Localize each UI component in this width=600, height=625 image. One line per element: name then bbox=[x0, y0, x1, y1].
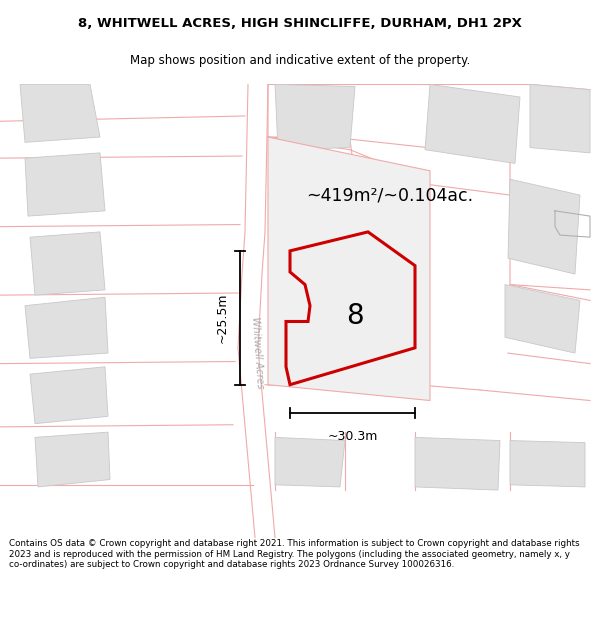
Polygon shape bbox=[530, 84, 590, 153]
Text: Whitwell Acres: Whitwell Acres bbox=[250, 317, 266, 389]
Polygon shape bbox=[30, 232, 105, 295]
Text: 8: 8 bbox=[346, 302, 364, 330]
Polygon shape bbox=[505, 284, 580, 353]
Text: Contains OS data © Crown copyright and database right 2021. This information is : Contains OS data © Crown copyright and d… bbox=[9, 539, 580, 569]
Text: ~25.5m: ~25.5m bbox=[215, 292, 229, 343]
Polygon shape bbox=[510, 441, 585, 487]
Polygon shape bbox=[25, 298, 108, 358]
Polygon shape bbox=[275, 84, 355, 150]
Polygon shape bbox=[20, 84, 100, 142]
Polygon shape bbox=[25, 153, 105, 216]
Polygon shape bbox=[275, 438, 345, 487]
Polygon shape bbox=[415, 438, 500, 490]
Polygon shape bbox=[268, 137, 430, 401]
Polygon shape bbox=[30, 367, 108, 424]
Polygon shape bbox=[425, 84, 520, 163]
Polygon shape bbox=[508, 179, 580, 274]
Polygon shape bbox=[35, 432, 110, 487]
Text: ~30.3m: ~30.3m bbox=[328, 430, 377, 443]
Text: 8, WHITWELL ACRES, HIGH SHINCLIFFE, DURHAM, DH1 2PX: 8, WHITWELL ACRES, HIGH SHINCLIFFE, DURH… bbox=[78, 17, 522, 30]
Polygon shape bbox=[286, 232, 415, 385]
Text: Map shows position and indicative extent of the property.: Map shows position and indicative extent… bbox=[130, 54, 470, 68]
Polygon shape bbox=[238, 84, 275, 538]
Text: ~419m²/~0.104ac.: ~419m²/~0.104ac. bbox=[307, 186, 473, 204]
